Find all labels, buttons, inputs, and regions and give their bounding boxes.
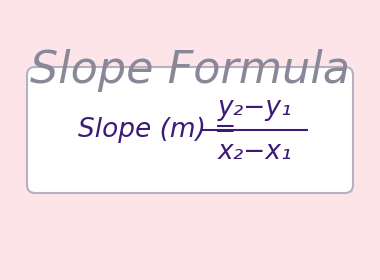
- Text: y₂−y₁: y₂−y₁: [218, 95, 292, 121]
- FancyBboxPatch shape: [27, 67, 353, 193]
- Text: Slope Formula: Slope Formula: [30, 48, 350, 92]
- Text: Slope (m) =: Slope (m) =: [78, 117, 245, 143]
- Text: x₂−x₁: x₂−x₁: [218, 139, 292, 165]
